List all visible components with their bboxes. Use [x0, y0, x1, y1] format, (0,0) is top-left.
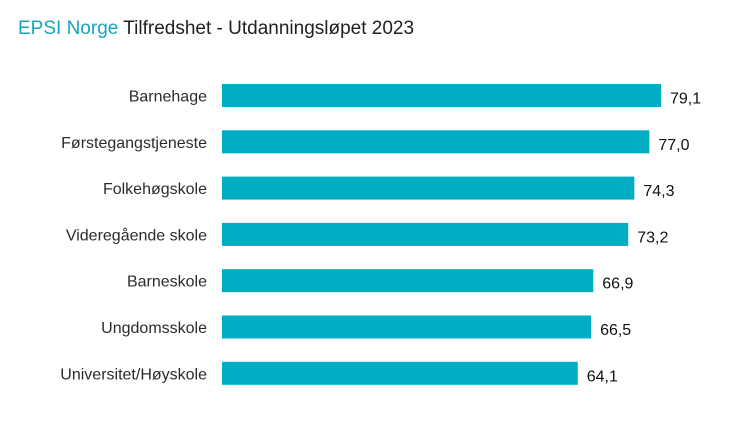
category-label: Førstegangstjeneste	[61, 135, 207, 152]
value-label: 79,1	[670, 91, 701, 108]
bar	[222, 222, 629, 246]
bar	[222, 176, 635, 200]
value-label: 66,5	[600, 322, 631, 339]
bar	[222, 269, 594, 293]
chart-title: EPSI Norge Tilfredshet - Utdanningsløpet…	[18, 18, 414, 40]
category-label: Universitet/Høyskole	[60, 366, 207, 383]
category-label: Barneskole	[127, 274, 207, 291]
category-label: Ungdomsskole	[101, 320, 207, 337]
bar	[222, 361, 578, 385]
value-label: 64,1	[587, 368, 618, 385]
value-label: 73,2	[637, 229, 668, 246]
category-label: Folkehøgskole	[103, 181, 207, 198]
value-label: 77,0	[658, 137, 689, 154]
bar	[222, 315, 592, 339]
bar	[222, 84, 661, 107]
value-label: 74,3	[643, 183, 674, 200]
category-label: Barnehage	[129, 89, 207, 106]
value-label: 66,9	[602, 276, 633, 293]
category-label: Videregående skole	[66, 226, 207, 244]
brand-name: EPSI Norge	[18, 18, 119, 39]
title-text: Tilfredshet - Utdanningsløpet 2023	[123, 18, 415, 39]
bar	[222, 130, 650, 154]
